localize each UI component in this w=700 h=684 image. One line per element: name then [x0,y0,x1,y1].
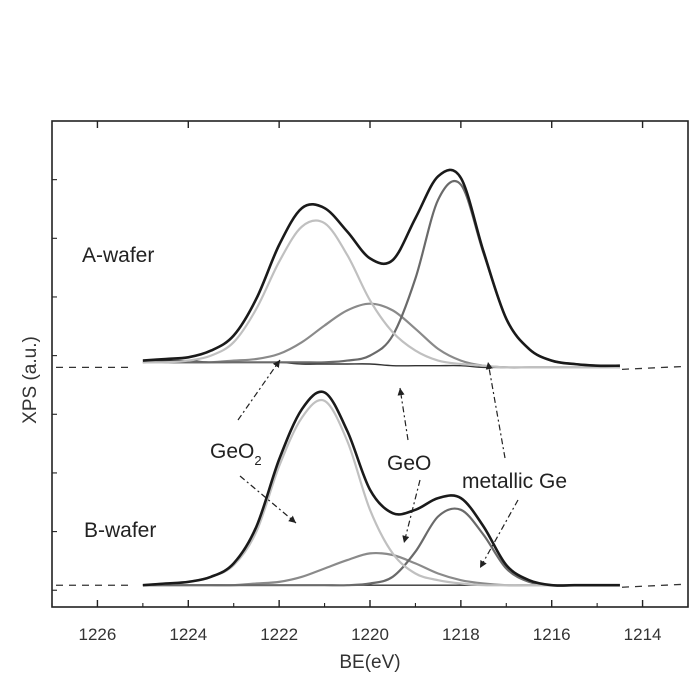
series-geo-0 [142,302,620,369]
x-tick-label-1226: 1226 [79,625,117,644]
annotation-arrows [237,359,519,569]
panel-b-wafer [142,390,620,587]
series-metallic-ge-0 [142,179,620,367]
series-metallic-ge-1 [142,507,620,587]
y-axis-title: XPS (a.u.) [20,336,41,424]
x-axis-title: BE(eV) [339,652,400,673]
x-tick-label-1220: 1220 [351,625,389,644]
series-envelope-0 [142,168,620,368]
series-geo2-0 [142,219,620,369]
arrow-geo-b [402,479,421,544]
x-tick-label-1218: 1218 [442,625,480,644]
arrow-geo-a [397,387,409,441]
arrow-geo2-b [239,475,297,524]
panel-label-a-wafer: A-wafer [82,244,154,267]
y-axis-ticks [52,179,57,591]
arrow-metallic-b [479,499,519,569]
x-tick-label-1214: 1214 [624,625,662,644]
panel-label-b-wafer: B-wafer [84,519,156,542]
annotation-metallic-ge: metallic Ge [462,470,567,493]
spectra-curves [142,168,620,587]
series-envelope-1 [142,390,620,587]
dashed-baseline-right-0 [621,365,687,371]
x-tick-label-1216: 1216 [533,625,571,644]
annotation-geo: GeO [387,452,431,475]
x-tick-label-1222: 1222 [260,625,298,644]
dashed-baseline-right-1 [621,583,687,588]
annotation-geo2-main: GeO [210,440,254,463]
annotation-geo2-subscript: 2 [254,453,261,468]
arrow-metallic-a [485,361,506,459]
annotation-geo2: GeO2 [210,440,262,468]
dashed-baselines [56,365,687,588]
x-axis-ticks: 1226 1224 1222 1220 1218 1216 1214 [51,121,689,644]
x-tick-label-1224: 1224 [169,625,207,644]
panel-a-wafer [142,168,620,369]
arrow-geo2-a [237,359,281,421]
